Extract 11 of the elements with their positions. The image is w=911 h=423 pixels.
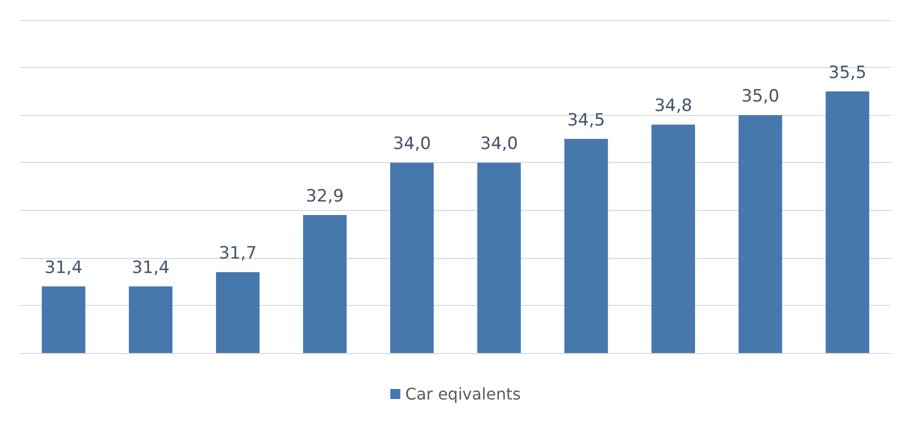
data-label: 34,0 [480,134,518,154]
data-label: 34,8 [654,96,692,116]
data-label: 31,4 [132,258,170,278]
data-label: 31,7 [218,244,257,264]
data-label: 35,0 [741,86,780,107]
data-label: 32,9 [306,186,344,207]
data-label: 35,5 [828,62,866,83]
legend-label: Car eqivalents [405,384,521,404]
data-label: 34,0 [393,134,431,154]
data-label: 31,4 [44,258,82,278]
data-label: 34,5 [567,110,606,130]
